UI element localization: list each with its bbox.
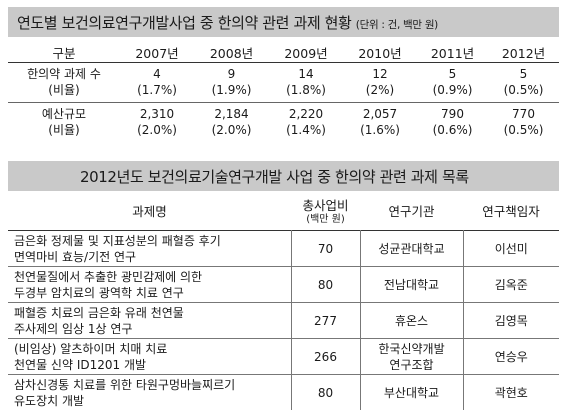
org-cell: 성균관대학교 xyxy=(359,230,463,267)
header-2009: 2009년 xyxy=(284,46,328,61)
table1-unit: (단위 : 건, 백만 원) xyxy=(355,19,438,31)
cell: (0.6%) xyxy=(432,123,473,137)
cell: (1.6%) xyxy=(360,123,400,137)
cell: (0.5%) xyxy=(503,123,544,137)
cell: (1.4%) xyxy=(286,123,326,137)
table-row: (비율) (2.0%) (2.0%) (1.4%) (1.6%) (0.6%) … xyxy=(8,122,559,138)
table-header-row: 구분 2007년 2008년 2009년 2010년 2011년 2012년 xyxy=(8,43,559,63)
project-name: 패혈증 치료의 금은화 유래 천연물 주사제의 임상 1상 연구 xyxy=(8,302,291,339)
header-budget-label: 총사업비 xyxy=(302,198,349,213)
project-name: 천연물질에서 추출한 광민감제에 의한 두경부 암치료의 광역학 치료 연구 xyxy=(8,266,291,303)
table1-title: 연도별 보건의료연구개발사업 중 한의약 관련 과제 현황 xyxy=(17,14,352,32)
project-name: 금은화 정제물 및 지표성분의 패혈증 후기 면역마비 효능/기전 연구 xyxy=(14,233,221,264)
org-cell: 부산대학교 xyxy=(359,374,463,410)
lead-cell: 김옥준 xyxy=(462,266,559,303)
header-budget: 총사업비 (백만 원) xyxy=(291,194,360,231)
table-row: 예산규모 2,310 2,184 2,220 2,057 790 770 xyxy=(8,102,559,123)
cell: 2,184 xyxy=(214,107,249,121)
table-row: 금은화 정제물 및 지표성분의 패혈증 후기 면역마비 효능/기전 연구 70 성… xyxy=(8,230,559,267)
cell: 790 xyxy=(441,107,464,121)
budget-cell: 277 xyxy=(290,302,360,339)
table-header-row: 과제명 총사업비 (백만 원) 연구기관 연구책임자 xyxy=(8,194,559,231)
cell: 14 xyxy=(298,67,314,81)
table-row: 천연물질에서 추출한 광민감제에 의한 두경부 암치료의 광역학 치료 연구 80… xyxy=(8,266,559,303)
lead-cell: 이선미 xyxy=(462,230,559,267)
table-row: 패혈증 치료의 금은화 유래 천연물 주사제의 임상 1상 연구 277 휴온스 … xyxy=(8,302,559,339)
table2-title: 2012년도 보건의료기술연구개발 사업 중 한의약 관련 과제 목록 xyxy=(80,168,469,186)
row-label: (비율) xyxy=(48,83,80,97)
cell: 2,310 xyxy=(139,107,175,121)
header-2007: 2007년 xyxy=(135,46,179,61)
table1-title-bar: 연도별 보건의료연구개발사업 중 한의약 관련 과제 현황 (단위 : 건, 백… xyxy=(8,7,559,37)
project-list-table: 과제명 총사업비 (백만 원) 연구기관 연구책임자 금은화 정제물 및 지표성… xyxy=(8,194,559,410)
header-2008: 2008년 xyxy=(209,46,254,61)
cell: 4 xyxy=(153,67,161,81)
cell: (0.9%) xyxy=(432,83,473,97)
header-budget-unit: (백만 원) xyxy=(306,214,345,225)
cell: (1.7%) xyxy=(137,83,177,97)
header-2012: 2012년 xyxy=(501,46,546,61)
cell: (2.0%) xyxy=(211,123,252,137)
cell: (2.0%) xyxy=(137,123,177,137)
cell: 5 xyxy=(519,67,528,81)
org-cell: 전남대학교 xyxy=(359,266,463,303)
project-name: 삼차신경통 치료를 위한 타원구멍바늘찌르기 유도장치 개발 xyxy=(8,374,291,410)
lead-cell: 곽현호 xyxy=(462,374,559,410)
table-row: 한의약 과제 수 4 9 14 12 5 5 xyxy=(8,63,559,83)
header-2011: 2011년 xyxy=(430,46,475,61)
budget-cell: 70 xyxy=(290,230,360,267)
budget-cell: 266 xyxy=(290,338,360,375)
table-row: 삼차신경통 치료를 위한 타원구멍바늘찌르기 유도장치 개발 80 부산대학교 곽… xyxy=(8,374,559,410)
table-row: (비임상) 알츠하이머 치매 치료 천연물 신약 ID1201 개발 266 한국… xyxy=(8,338,559,375)
header-project: 과제명 xyxy=(132,204,167,219)
cell: (0.5%) xyxy=(503,83,544,97)
cell: 12 xyxy=(372,67,388,81)
lead-cell: 연승우 xyxy=(462,338,559,375)
cell: 5 xyxy=(448,67,457,81)
header-category: 구분 xyxy=(52,46,76,61)
cell: 2,220 xyxy=(288,107,324,121)
table-row: (비율) (1.7%) (1.9%) (1.8%) (2%) (0.9%) (0… xyxy=(8,82,559,103)
budget-cell: 80 xyxy=(290,266,360,303)
project-name: (비임상) 알츠하이머 치매 치료 천연물 신약 ID1201 개발 xyxy=(8,338,291,375)
lead-cell: 김영목 xyxy=(462,302,559,339)
org-cell: 한국신약개발 연구조합 xyxy=(359,338,463,375)
cell: 2,057 xyxy=(362,107,398,121)
row-label: 한의약 과제 수 xyxy=(27,67,101,81)
cell: 9 xyxy=(227,67,236,81)
cell: (1.9%) xyxy=(211,83,252,97)
budget-cell: 80 xyxy=(290,374,360,410)
header-lead: 연구책임자 xyxy=(482,204,540,219)
cell: (1.8%) xyxy=(286,83,326,97)
project-status-table: 구분 2007년 2008년 2009년 2010년 2011년 2012년 한… xyxy=(8,43,559,138)
header-2010: 2010년 xyxy=(358,46,402,61)
header-org: 연구기관 xyxy=(388,204,435,219)
row-label: 예산규모 xyxy=(41,107,87,121)
row-label: (비율) xyxy=(48,123,80,137)
table2-title-bar: 2012년도 보건의료기술연구개발 사업 중 한의약 관련 과제 목록 xyxy=(8,161,559,191)
cell: 770 xyxy=(512,107,535,121)
org-cell: 휴온스 xyxy=(359,302,463,339)
cell: (2%) xyxy=(365,83,395,97)
